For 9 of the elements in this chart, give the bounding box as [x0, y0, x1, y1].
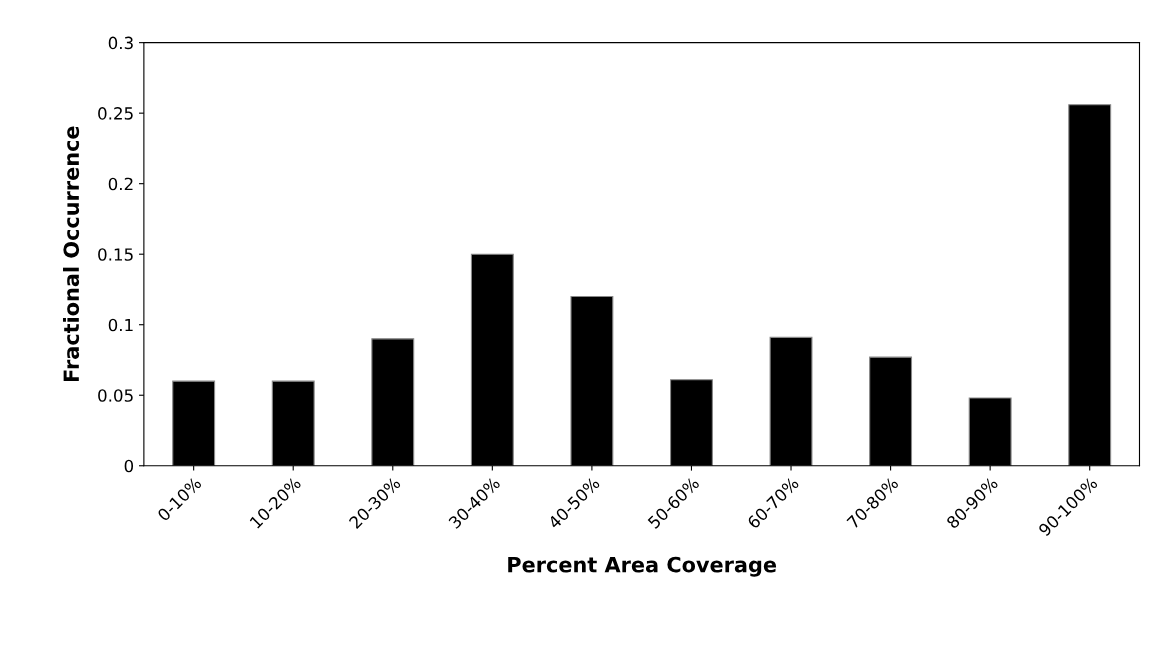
- y-tick-label: 0.2: [108, 177, 133, 191]
- y-tick-label: 0.05: [98, 389, 133, 402]
- y-tick-label: 0.15: [98, 248, 133, 261]
- x-axis-title: Percent Area Coverage: [508, 556, 777, 577]
- y-tick-label: 0.3: [108, 36, 133, 50]
- y-tick-label: 0: [124, 459, 134, 473]
- y-tick-label: 0.1: [108, 318, 133, 332]
- y-axis-title: Fractional Occurrence: [62, 126, 80, 382]
- y-tick-label: 0.25: [98, 107, 133, 120]
